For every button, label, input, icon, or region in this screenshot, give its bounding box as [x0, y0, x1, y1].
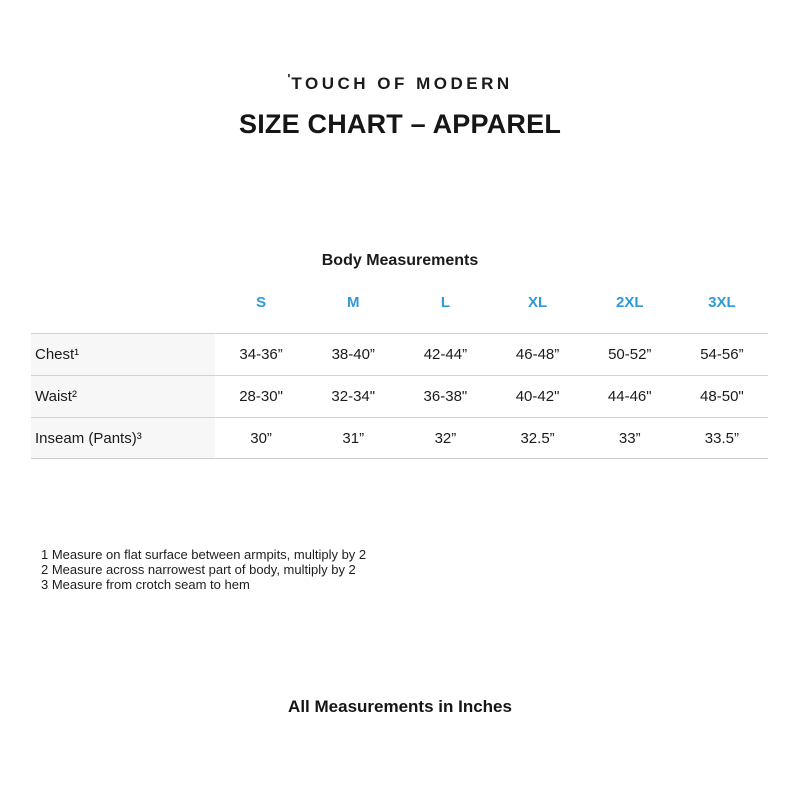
- chest-value-xl: 46-48”: [515, 346, 560, 363]
- column-header-m: M: [346, 293, 360, 311]
- footnote-1: 1 Measure on flat surface between armpit…: [41, 547, 367, 562]
- column-header-3xl: 3XL: [708, 293, 736, 311]
- waist-value-xl: 40-42": [515, 388, 560, 405]
- waist-value-3xl: 48-50": [700, 388, 744, 405]
- brand-logo-tick-icon: ': [287, 71, 291, 86]
- column-header-xl: XL: [527, 293, 548, 311]
- table-row-waist: Waist² 28-30" 32-34" 36-38" 40-42" 44-46…: [31, 375, 768, 417]
- inseam-value-xl: 32.5”: [520, 429, 555, 447]
- column-header-2xl: 2XL: [615, 293, 644, 311]
- table-row-chest: Chest¹ 34-36” 38-40” 42-44” 46-48” 50-52…: [31, 333, 768, 375]
- chest-value-3xl: 54-56”: [700, 346, 744, 363]
- waist-value-s: 28-30": [239, 388, 283, 405]
- waist-value-m: 32-34": [331, 388, 376, 405]
- chest-value-s: 34-36”: [239, 346, 283, 363]
- inseam-value-m: 31”: [342, 429, 365, 447]
- row-label-waist: Waist²: [31, 376, 215, 417]
- page-title: SIZE CHART – APPAREL: [238, 109, 562, 139]
- inseam-value-s: 30”: [250, 429, 272, 447]
- size-table: Chest¹ 34-36” 38-40” 42-44” 46-48” 50-52…: [31, 333, 768, 459]
- table-caption: Body Measurements: [321, 252, 479, 269]
- chest-value-l: 42-44”: [423, 346, 468, 363]
- footnote-3: 3 Measure from crotch seam to hem: [41, 577, 250, 592]
- inseam-value-2xl: 33”: [618, 429, 641, 447]
- size-header-row: S M L XL 2XL 3XL: [31, 291, 768, 313]
- column-header-l: L: [440, 293, 450, 311]
- row-label-inseam: Inseam (Pants)³: [31, 418, 215, 458]
- chest-value-m: 38-40”: [331, 346, 375, 363]
- brand-logo: 'TOUCH OF MODERN: [0, 71, 800, 94]
- column-header-s: S: [256, 293, 267, 311]
- footnotes: 1 Measure on flat surface between armpit…: [41, 547, 366, 592]
- table-row-inseam: Inseam (Pants)³ 30” 31” 32” 32.5” 33” 33…: [31, 417, 768, 459]
- footnote-2: 2 Measure across narrowest part of body,…: [41, 562, 356, 577]
- waist-value-l: 36-38": [423, 388, 468, 405]
- footer-note: All Measurements in Inches: [288, 697, 512, 716]
- chest-value-2xl: 50-52”: [608, 346, 652, 363]
- brand-logo-text: TOUCH OF MODERN: [291, 74, 513, 93]
- row-label-chest: Chest¹: [31, 334, 215, 375]
- inseam-value-l: 32”: [434, 429, 457, 447]
- waist-value-2xl: 44-46": [607, 388, 652, 405]
- inseam-value-3xl: 33.5”: [704, 429, 739, 447]
